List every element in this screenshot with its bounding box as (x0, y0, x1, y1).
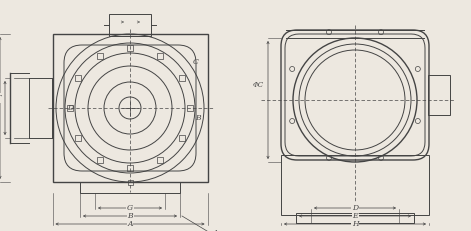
Text: C: C (193, 58, 198, 66)
Bar (67, 105, 73, 111)
Text: D: D (67, 104, 73, 112)
Text: B: B (195, 114, 200, 122)
Bar (109, 14, 151, 36)
Text: A: A (127, 220, 133, 228)
Bar (157, 53, 163, 59)
Bar (281, 155, 429, 215)
Text: ΦC: ΦC (252, 81, 264, 89)
Bar (80, 182, 180, 193)
Bar (428, 75, 450, 115)
Bar (52, 34, 208, 182)
Bar (157, 157, 163, 163)
Text: ΦT: ΦT (0, 94, 2, 102)
Bar (296, 213, 414, 223)
Bar (97, 53, 103, 59)
Bar (75, 135, 81, 141)
Text: D: D (352, 204, 358, 212)
Bar (127, 165, 133, 171)
Text: 12-L: 12-L (214, 230, 230, 231)
Bar (75, 75, 81, 81)
Text: B: B (127, 212, 133, 220)
Bar (187, 105, 193, 111)
Bar (179, 75, 185, 81)
Text: H: H (352, 220, 358, 228)
Bar (127, 45, 133, 51)
Bar (179, 135, 185, 141)
Bar (97, 157, 103, 163)
Bar (128, 179, 132, 185)
Text: E: E (352, 212, 358, 220)
Text: G: G (127, 204, 133, 212)
